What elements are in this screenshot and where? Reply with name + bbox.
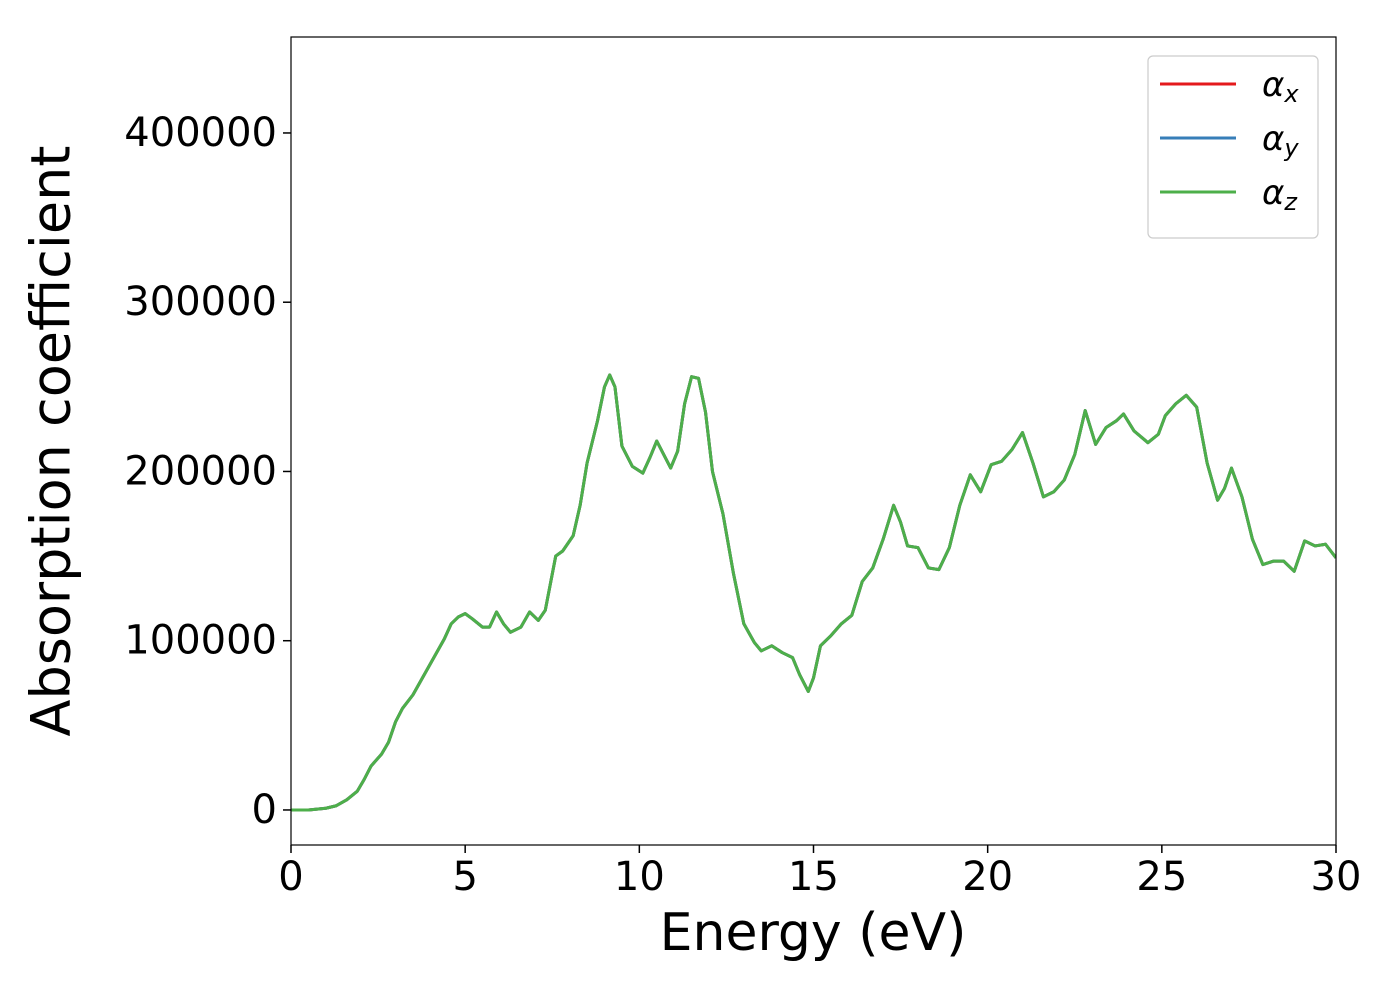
data-line (291, 373, 1336, 812)
legend-label: αx (1262, 65, 1299, 109)
y-tick-label: 200000 (124, 448, 277, 494)
y-axis-label: Absorption coefficient (20, 146, 83, 737)
y-tick-label: 0 (252, 787, 277, 833)
x-tick-label: 0 (278, 854, 303, 900)
y-tick-label: 400000 (124, 110, 277, 156)
legend-label: αz (1262, 173, 1298, 217)
x-tick-label: 25 (1136, 854, 1187, 900)
data-line (291, 373, 1336, 812)
y-tick-label: 100000 (124, 618, 277, 664)
legend-label: αy (1262, 119, 1299, 163)
x-tick-label: 20 (962, 854, 1013, 900)
x-axis-label: Energy (eV) (660, 903, 967, 963)
data-line (291, 373, 1336, 812)
x-tick-label: 15 (788, 854, 839, 900)
plot-frame (290, 36, 1337, 846)
x-tick-label: 5 (452, 854, 477, 900)
y-tick-label: 300000 (124, 279, 277, 325)
x-tick-label: 10 (614, 854, 665, 900)
x-tick-label: 30 (1311, 854, 1362, 900)
